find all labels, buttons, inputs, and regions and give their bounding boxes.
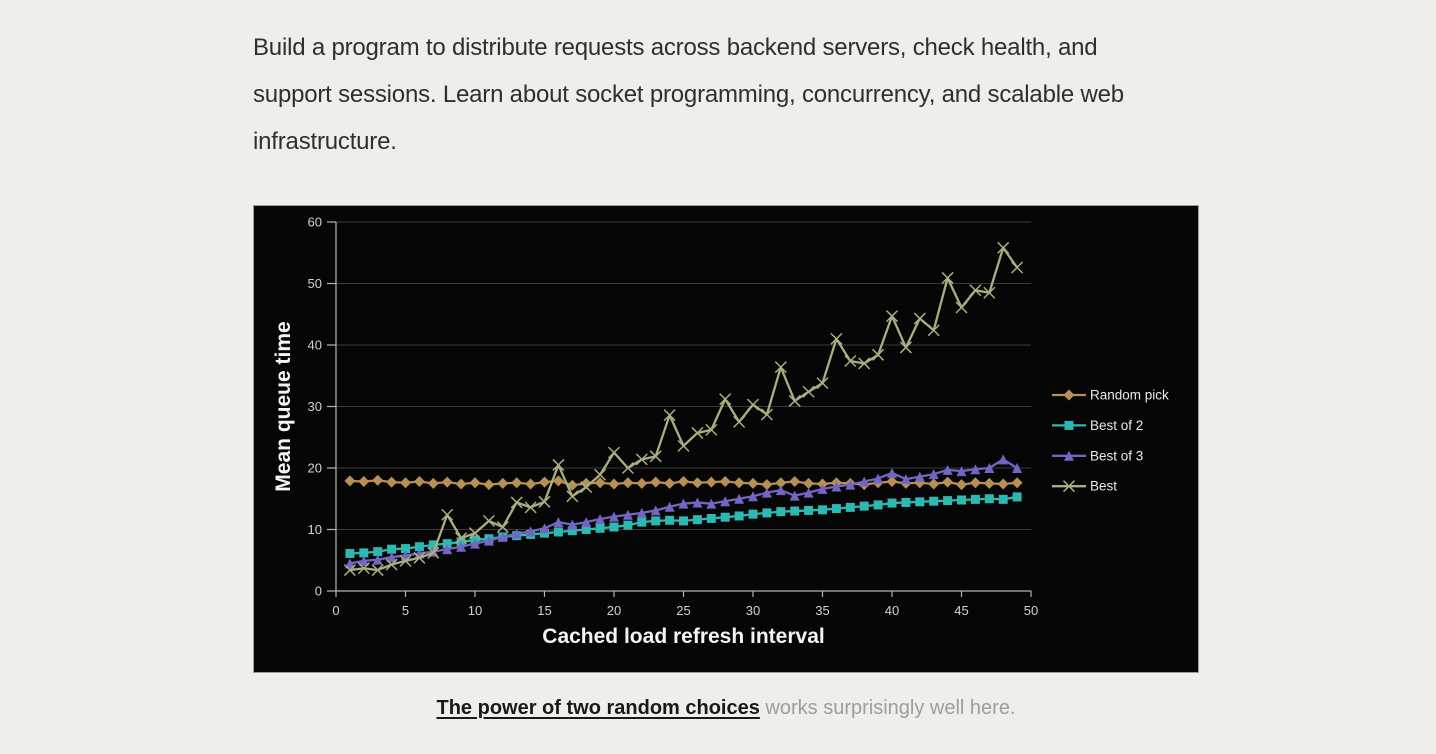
series-best (343, 241, 1024, 577)
legend-item-best-of-3: Best of 3 (1052, 448, 1143, 463)
x-axis-title: Cached load refresh interval (542, 625, 824, 648)
y-tick-label: 30 (308, 399, 322, 414)
series-best-of-3 (344, 454, 1023, 569)
series-random-pick (344, 474, 1023, 491)
x-tick-label: 5 (402, 603, 409, 618)
legend-label: Best (1090, 479, 1117, 494)
x-tick-label: 45 (954, 603, 968, 618)
legend-label: Best of 2 (1090, 418, 1143, 433)
article-page: Build a program to distribute requests a… (253, 0, 1199, 720)
x-tick-label: 20 (607, 603, 621, 618)
x-tick-label: 50 (1024, 603, 1038, 618)
y-gridlines (336, 221, 1031, 530)
y-tick-label: 60 (308, 215, 322, 230)
x-tick-label: 40 (885, 603, 899, 618)
caption-rest-text: works surprisingly well here. (759, 697, 1016, 719)
figure-caption: The power of two random choices works su… (253, 697, 1199, 720)
x-tick-label: 10 (468, 603, 482, 618)
x-tick-label: 25 (676, 603, 690, 618)
y-tick-label: 10 (308, 522, 322, 537)
legend-item-best-of-2: Best of 2 (1052, 418, 1143, 433)
axes: 0 10 20 30 40 50 60 0 5 10 15 20 25 30 35 40 45 50 (308, 215, 1039, 619)
x-tick-label: 0 (332, 603, 339, 618)
queue-time-chart: 0 10 20 30 40 50 60 0 5 10 15 20 25 30 35 40 45 50 Cached … (272, 215, 1169, 649)
y-tick-label: 0 (315, 584, 322, 599)
y-tick-label: 20 (308, 461, 322, 476)
x-tick-label: 30 (746, 603, 760, 618)
content-column: Build a program to distribute requests a… (253, 0, 1199, 720)
legend-label: Best of 3 (1090, 448, 1143, 463)
chart-figure: 0 10 20 30 40 50 60 0 5 10 15 20 25 30 35 40 45 50 Cached … (253, 205, 1199, 673)
legend-item-random-pick: Random pick (1052, 388, 1169, 403)
y-axis-title: Mean queue time (272, 321, 295, 491)
legend: Random pick Best of 2 Best of 3 Best (1052, 388, 1169, 494)
caption-link[interactable]: The power of two random choices (436, 697, 760, 719)
y-tick-label: 50 (308, 276, 322, 291)
legend-label: Random pick (1090, 388, 1169, 403)
y-tick-label: 40 (308, 338, 322, 353)
legend-item-best: Best (1052, 479, 1117, 494)
x-tick-label: 35 (815, 603, 829, 618)
x-tick-label: 15 (537, 603, 551, 618)
intro-paragraph: Build a program to distribute requests a… (253, 34, 1124, 155)
